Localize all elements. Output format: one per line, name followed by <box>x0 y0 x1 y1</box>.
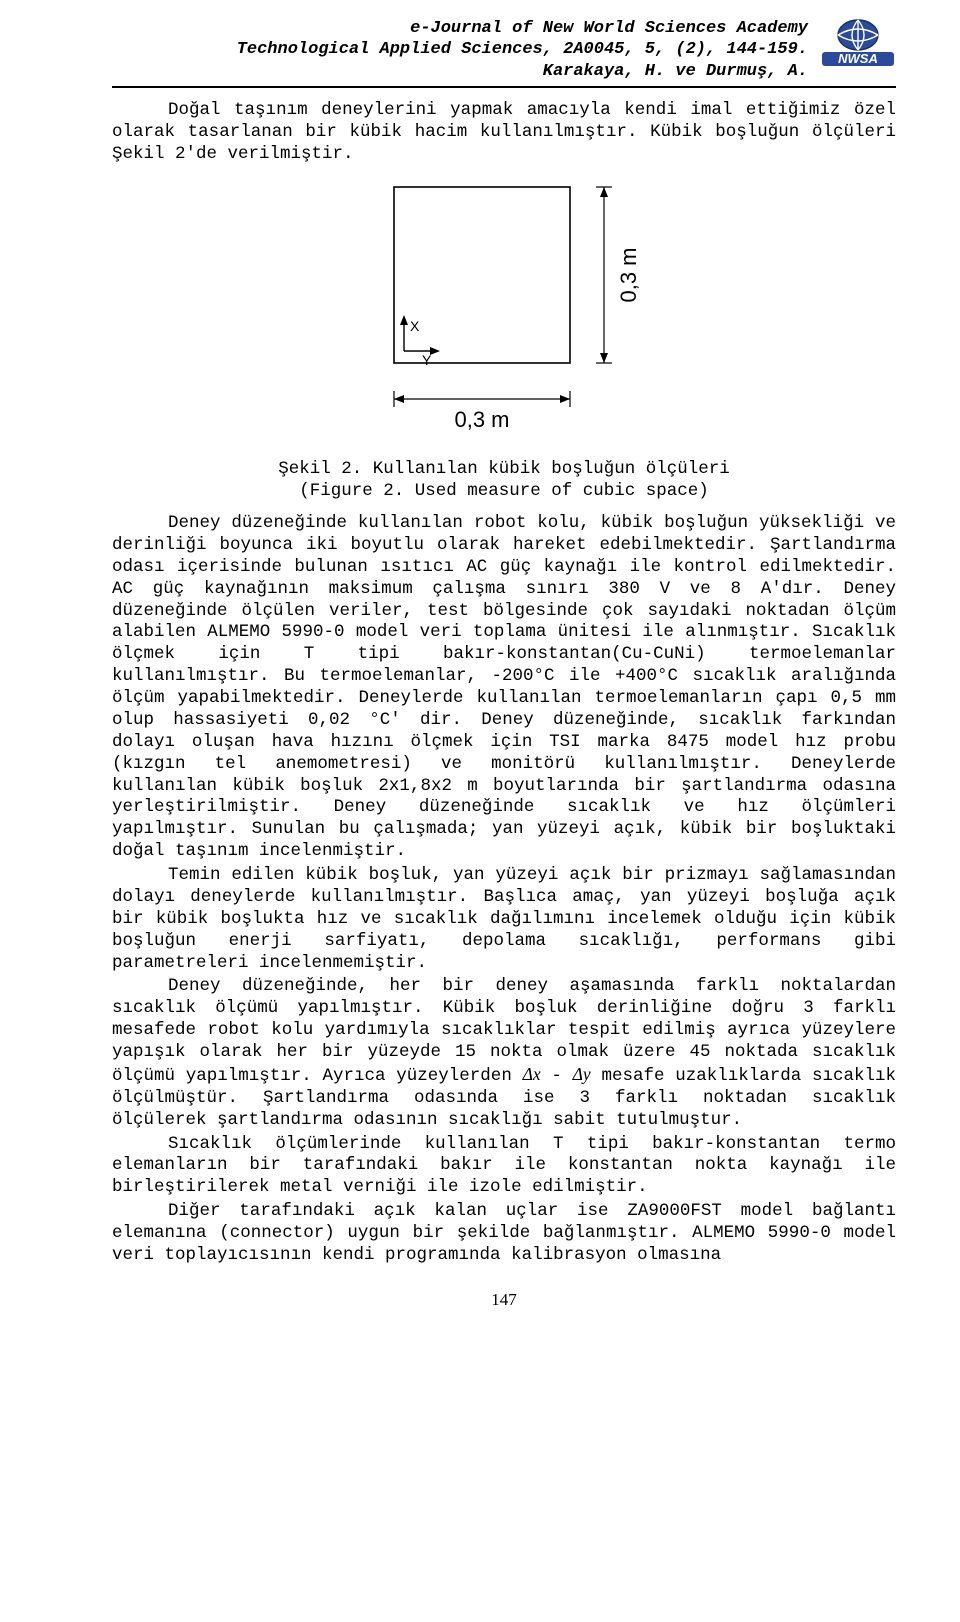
delta-y: Δy <box>573 1064 591 1084</box>
dim-right-text: 0,3 m <box>616 248 641 303</box>
main-para-4: Sıcaklık ölçümlerinde kullanılan T tipi … <box>112 1134 896 1200</box>
header-divider <box>112 86 896 88</box>
figure-2-caption-line1: Şekil 2. Kullanılan kübik boşluğun ölçül… <box>112 459 896 481</box>
main-para-5: Diğer tarafındaki açık kalan uçlar ise Z… <box>112 1201 896 1267</box>
figure-2: X Y 0,3 m 0,3 m <box>112 179 896 447</box>
header-text-block: e-Journal of New World Sciences Academy … <box>112 18 820 82</box>
header-citation: Technological Applied Sciences, 2A0045, … <box>112 39 808 60</box>
dim-bottom-text: 0,3 m <box>454 407 509 432</box>
header-authors: Karakaya, H. ve Durmuş, A. <box>112 61 808 82</box>
page: e-Journal of New World Sciences Academy … <box>0 0 960 1622</box>
intro-paragraph: Doğal taşınım deneylerini yapmak amacıyl… <box>112 100 896 166</box>
delta-x: Δx <box>523 1064 541 1084</box>
figure-2-caption: Şekil 2. Kullanılan kübik boşluğun ölçül… <box>112 459 896 503</box>
main-para-1: Deney düzeneğinde kullanılan robot kolu,… <box>112 513 896 863</box>
cubic-cavity-rect <box>394 187 570 363</box>
header-journal: e-Journal of New World Sciences Academy <box>112 18 808 39</box>
axis-y-label-text: Y <box>422 352 432 368</box>
page-header: e-Journal of New World Sciences Academy … <box>112 18 896 82</box>
page-number: 147 <box>112 1289 896 1310</box>
main-para-3: Deney düzeneğinde, her bir deney aşaması… <box>112 976 896 1131</box>
main-para-2: Temin edilen kübik boşluk, yan yüzeyi aç… <box>112 865 896 974</box>
figure-2-caption-line2: (Figure 2. Used measure of cubic space) <box>112 481 896 503</box>
logo-label-text: NWSA <box>838 51 878 66</box>
axis-x-label-text: X <box>410 318 420 334</box>
dash-sep: - <box>541 1066 573 1086</box>
journal-logo: NWSA <box>820 18 896 68</box>
